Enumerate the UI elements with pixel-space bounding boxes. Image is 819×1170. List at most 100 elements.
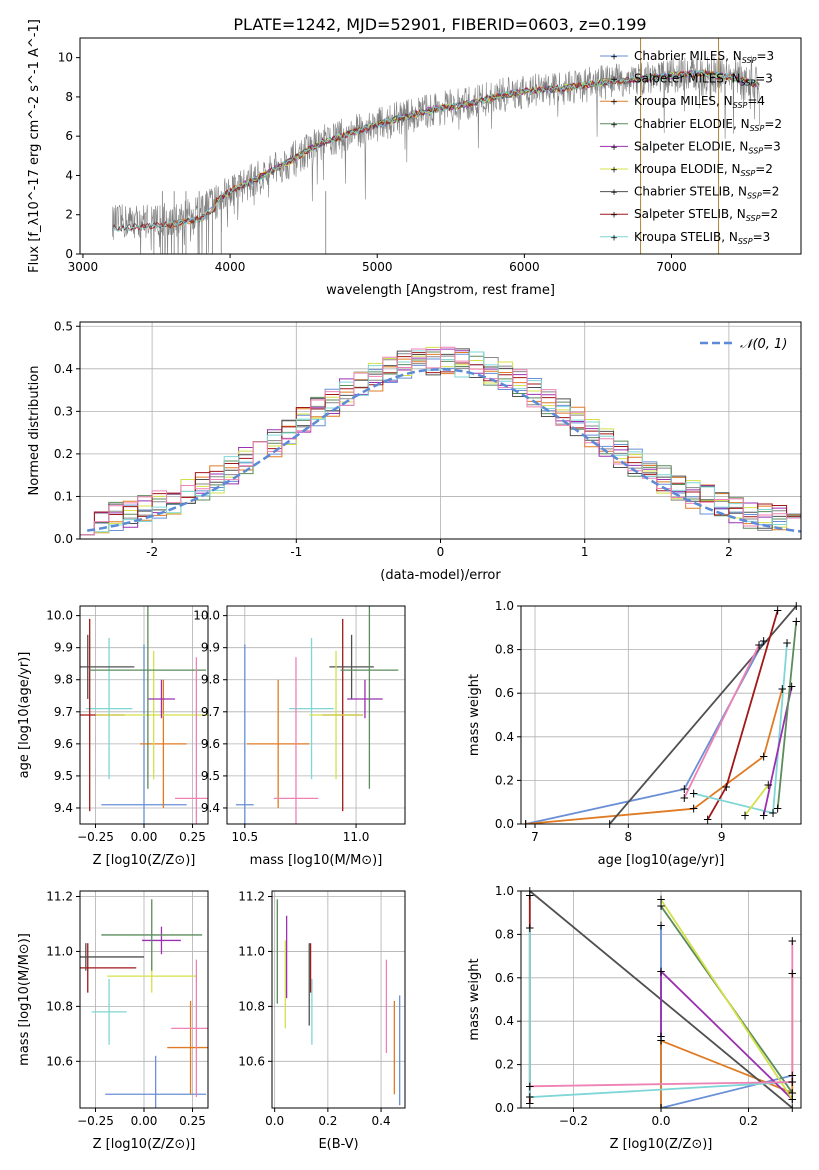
y-tick-label: 0 [65, 247, 73, 261]
y-tick-label: 0.2 [495, 1058, 514, 1072]
weight-marker: + [782, 636, 792, 650]
weight-marker: + [525, 888, 535, 902]
errorbar-point [289, 638, 334, 780]
weight-marker: + [656, 919, 666, 933]
legend-value: =3 [763, 139, 781, 153]
y-tick-label: 0.0 [54, 532, 73, 546]
x-tick-label: −0.25 [77, 1114, 114, 1128]
legend-marker: + [610, 53, 618, 63]
weight-marker: + [754, 638, 764, 652]
weight-marker: + [787, 1068, 797, 1082]
legend-marker: + [610, 98, 618, 108]
x-tick-label: 6000 [509, 260, 540, 274]
weight-line [693, 643, 788, 815]
weight-marker: + [525, 921, 535, 935]
y-tick-label: 1.0 [495, 599, 514, 613]
legend: 𝒩(0, 1) [700, 337, 787, 352]
legend-name: Kroupa STELIB, N [634, 230, 738, 244]
plot-area [276, 899, 401, 1106]
legend-marker: + [610, 188, 618, 198]
x-tick-label: -2 [146, 545, 158, 559]
x-tick-label: -1 [290, 545, 302, 559]
x-axis-label: (data-model)/error [380, 568, 501, 583]
legend-label: 𝒩(0, 1) [740, 337, 787, 352]
weight-marker: + [525, 1079, 535, 1093]
legend-value: =3 [753, 230, 771, 244]
y-tick-label: 0.5 [54, 319, 73, 333]
x-axis-label: Z [log10(Z/Z⊙)] [93, 1137, 196, 1152]
legend-value: =2 [762, 185, 780, 199]
legend-value: =2 [760, 207, 778, 221]
weight-marker: + [787, 680, 797, 694]
legend-name: Salpeter MILES, N [634, 72, 741, 86]
weight-marker: + [787, 934, 797, 948]
y-tick-label: 9.4 [54, 801, 73, 815]
y-tick-label: 9.9 [54, 641, 73, 655]
legend-value: =2 [755, 162, 773, 176]
legend-name: Kroupa MILES, N [634, 94, 733, 108]
weight-marker: + [703, 813, 713, 827]
x-tick-label: 5000 [362, 260, 393, 274]
weight-marker: + [656, 1034, 666, 1048]
x-axis-label: Z [log10(Z/Z⊙)] [93, 853, 196, 868]
legend-marker: + [610, 211, 618, 221]
plot-area [235, 606, 399, 824]
legend-label: Chabrier STELIB, NSSP=2 [634, 185, 779, 201]
x-axis-label: mass [log10(M/M⊙)] [250, 853, 383, 868]
weight-marker: + [759, 749, 769, 763]
errorbar-point [80, 943, 144, 971]
weight-marker: + [787, 1075, 797, 1089]
y-tick-label: 0.3 [54, 404, 73, 418]
y-tick-label: 2 [65, 208, 73, 222]
legend-value: =2 [764, 117, 782, 131]
residual-hist [80, 352, 801, 536]
y-tick-label: 0.0 [495, 817, 514, 831]
weight-marker: + [656, 964, 666, 978]
legend-marker: + [610, 120, 618, 130]
legend-marker: + [610, 75, 618, 85]
panel-age-vs-mass: 10.5 11.0 9.4 9.5 9.6 9.7 9.8 9.9 10.0 mass [log1… [193, 605, 406, 868]
y-tick-label: 11.0 [46, 944, 73, 958]
errorbar-point [89, 606, 207, 789]
errorbar-point [147, 679, 176, 719]
legend-name: Chabrier MILES, N [634, 49, 742, 63]
weight-marker: + [525, 1097, 535, 1111]
legend-name: Salpeter ELODIE, N [634, 139, 748, 153]
y-tick-label: 10 [58, 51, 73, 65]
weight-line [776, 621, 798, 809]
y-tick-label: 0.4 [54, 362, 73, 376]
weight-marker: + [656, 893, 666, 907]
weight-marker: + [768, 806, 778, 820]
weight-marker: + [787, 1092, 797, 1106]
legend-marker: + [610, 166, 618, 176]
y-tick-label: 1.0 [495, 884, 514, 898]
weight-marker: + [759, 634, 769, 648]
normal-curve [87, 368, 801, 533]
weight-line [525, 640, 765, 824]
legend-subscript: SSP [742, 56, 757, 65]
axes-frame [271, 890, 406, 1109]
errorbar-point [247, 679, 310, 808]
legend-subscript: SSP [738, 237, 753, 246]
panel-weight-vs-age: +++++++++++++++++++++++7 8 90.00.20.40.60.… [467, 599, 802, 868]
y-tick-label: 10.8 [46, 999, 73, 1013]
x-tick-label: −0.25 [77, 830, 114, 844]
x-tick-label: 4000 [215, 260, 246, 274]
weight-line [609, 606, 797, 824]
y-tick-label: 9.5 [201, 769, 220, 783]
errorbar-point [347, 679, 383, 719]
weight-marker: + [689, 802, 699, 816]
x-tick-label: 0 [437, 545, 445, 559]
x-tick-label: 11.0 [343, 830, 370, 844]
weight-marker: + [525, 1090, 535, 1104]
x-tick-label: 0.0 [265, 1114, 284, 1128]
weight-line [525, 688, 784, 824]
plot-area [111, 38, 760, 254]
legend-subscript: SSP [733, 101, 748, 110]
y-tick-label: 9.8 [201, 673, 220, 687]
y-axis-label: mass weight [467, 958, 482, 1040]
y-axis-label: mass [log10(M/M⊙)] [17, 933, 32, 1066]
y-tick-label: 0.4 [495, 730, 514, 744]
errorbar-point [101, 899, 203, 971]
